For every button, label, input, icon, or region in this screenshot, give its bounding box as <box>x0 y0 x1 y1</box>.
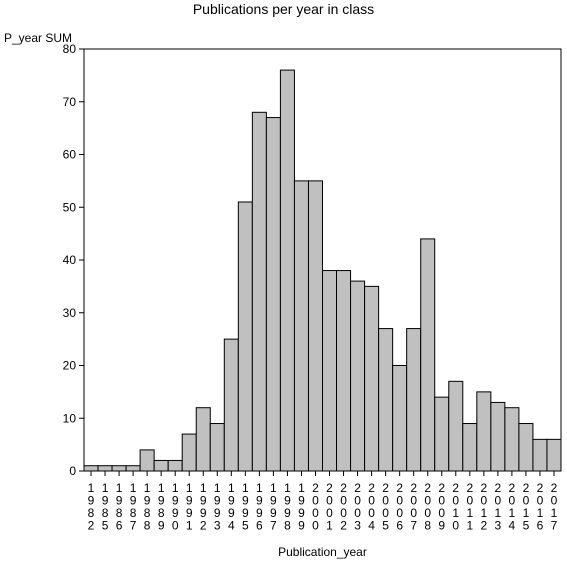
bar-2016 <box>532 438 548 472</box>
bar-1986 <box>111 465 127 472</box>
bar-2013 <box>490 401 506 472</box>
bar-2008 <box>420 238 436 472</box>
bar-1993 <box>209 423 225 472</box>
bar-1982 <box>83 465 99 472</box>
y-tick-label: 40 <box>63 253 77 267</box>
bar-2007 <box>406 328 422 472</box>
y-tick-label: 30 <box>63 306 77 320</box>
y-axis-label: P_year SUM <box>4 31 73 45</box>
bar-1990 <box>167 459 183 472</box>
bar-1989 <box>153 459 169 472</box>
bar-2017 <box>546 438 562 472</box>
bar-2006 <box>392 365 408 472</box>
bar-2002 <box>336 270 352 472</box>
bar-2005 <box>378 328 394 472</box>
bars-layer <box>83 69 562 472</box>
bar-1987 <box>125 465 141 472</box>
bar-2010 <box>448 380 464 472</box>
bar-2014 <box>504 407 520 472</box>
bar-2012 <box>476 391 492 472</box>
y-tick-label: 50 <box>63 200 77 214</box>
bar-1985 <box>97 465 113 472</box>
bar-2009 <box>434 396 450 472</box>
chart-title: Publications per year in class <box>192 1 375 17</box>
bar-1994 <box>223 338 239 472</box>
bar-1995 <box>237 201 253 472</box>
bar-1996 <box>251 111 267 472</box>
y-tick-label: 60 <box>63 148 77 162</box>
x-axis-label: Publication_year <box>278 545 367 559</box>
bar-2015 <box>518 423 534 472</box>
y-axis: 0 10 20 30 40 50 60 70 80 <box>63 42 84 478</box>
bar-1992 <box>195 407 211 472</box>
bar-1998 <box>279 69 295 472</box>
bar-1999 <box>293 180 309 472</box>
y-tick-label: 70 <box>63 95 77 109</box>
bar-2000 <box>307 180 323 472</box>
y-tick-label: 0 <box>69 464 76 478</box>
bar-2003 <box>350 280 366 472</box>
bar-1988 <box>139 449 155 472</box>
bar-1997 <box>265 117 281 472</box>
bar-1991 <box>181 433 197 472</box>
x-axis: 1 9 8 2 1 9 8 5 1 9 8 6 1 9 8 7 1 9 8 8 1 9 8 9 1 9 9 0 1 9 9 1 1 9 9 2 1 9 9 3… <box>88 471 558 533</box>
y-tick-label: 10 <box>63 411 77 425</box>
y-tick-label: 80 <box>63 42 77 56</box>
bar-2011 <box>462 423 478 472</box>
bar-2001 <box>322 270 338 472</box>
y-tick-label: 20 <box>63 359 77 373</box>
bar-2004 <box>364 285 380 472</box>
